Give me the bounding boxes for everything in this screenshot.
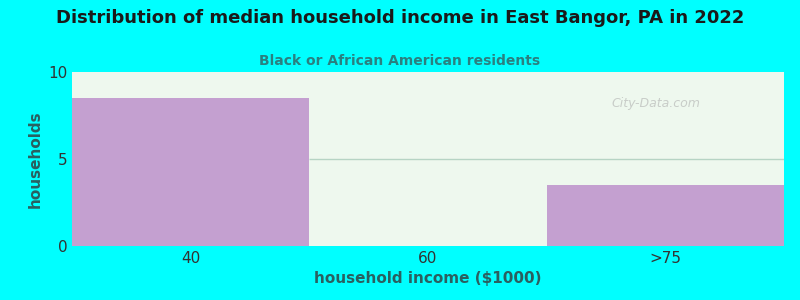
Y-axis label: households: households [27,110,42,208]
Bar [72,98,310,246]
X-axis label: household income ($1000): household income ($1000) [314,272,542,286]
Text: City-Data.com: City-Data.com [611,97,700,110]
Bar [546,185,784,246]
Text: Distribution of median household income in East Bangor, PA in 2022: Distribution of median household income … [56,9,744,27]
Text: Black or African American residents: Black or African American residents [259,54,541,68]
